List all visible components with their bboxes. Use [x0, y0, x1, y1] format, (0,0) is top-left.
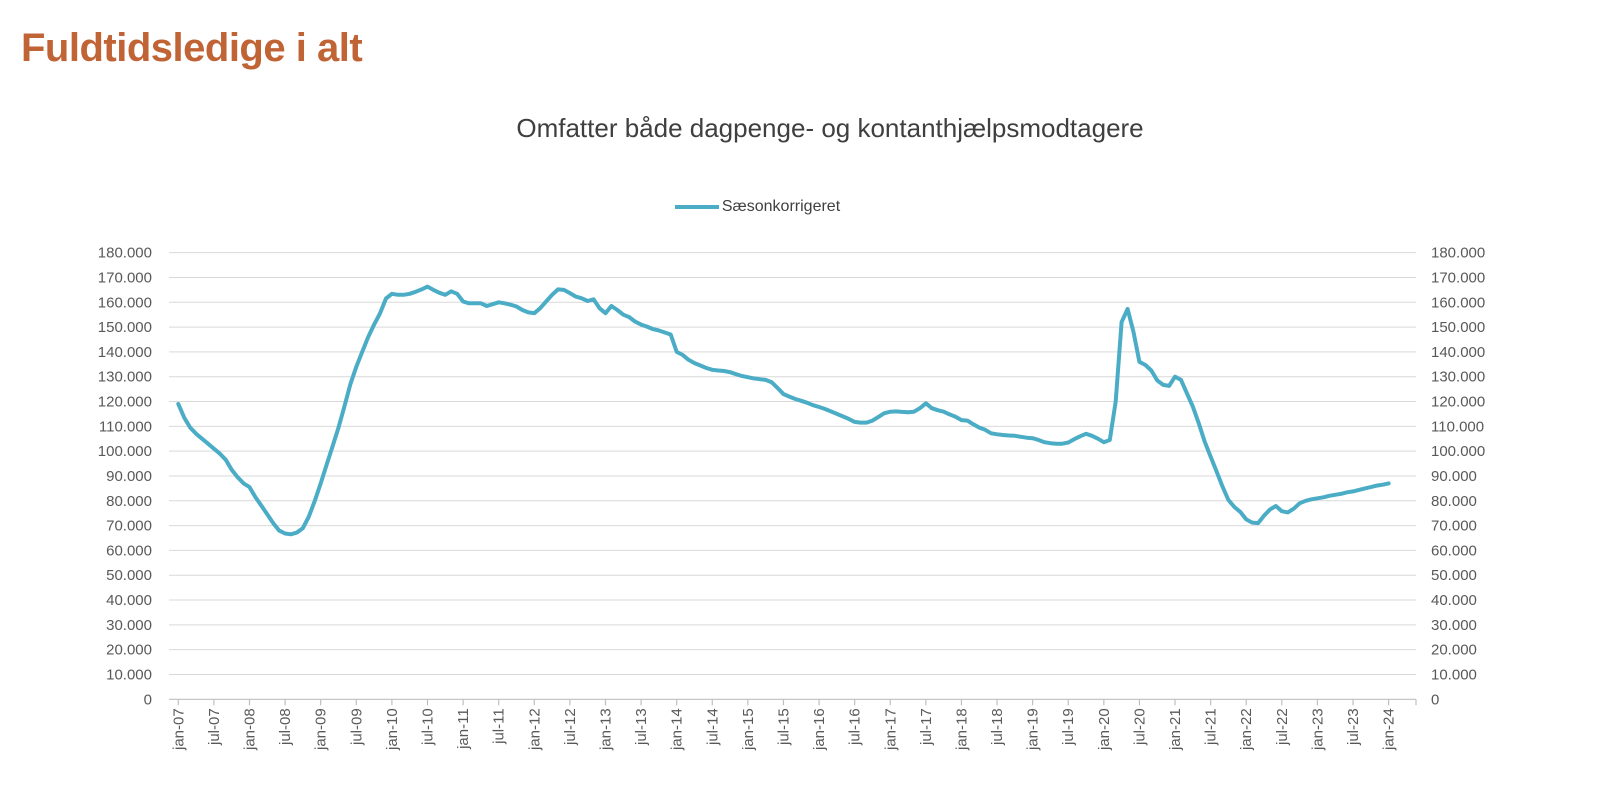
svg-text:jul-14: jul-14: [704, 708, 721, 746]
svg-text:jan-08: jan-08: [241, 708, 258, 751]
svg-text:jul-07: jul-07: [206, 708, 223, 746]
svg-text:jan-16: jan-16: [811, 708, 828, 751]
svg-text:120.000: 120.000: [98, 394, 152, 411]
svg-text:jan-19: jan-19: [1025, 708, 1042, 751]
svg-text:60.000: 60.000: [106, 542, 152, 559]
svg-text:80.000: 80.000: [106, 493, 152, 510]
svg-text:50.000: 50.000: [106, 567, 152, 584]
svg-text:140.000: 140.000: [98, 344, 152, 361]
svg-text:jul-08: jul-08: [277, 708, 294, 746]
chart-title: Omfatter både dagpenge- og kontanthjælps…: [516, 113, 1144, 143]
svg-text:150.000: 150.000: [98, 319, 152, 336]
svg-text:jan-21: jan-21: [1167, 708, 1184, 751]
svg-text:10.000: 10.000: [1431, 666, 1477, 683]
svg-text:140.000: 140.000: [1431, 344, 1485, 361]
svg-text:110.000: 110.000: [1431, 418, 1484, 435]
svg-text:jan-13: jan-13: [597, 708, 614, 751]
svg-text:jan-18: jan-18: [953, 708, 970, 751]
svg-text:jul-17: jul-17: [918, 708, 935, 746]
svg-text:0: 0: [1431, 691, 1439, 708]
svg-text:jul-12: jul-12: [562, 708, 579, 746]
svg-text:jan-14: jan-14: [669, 708, 686, 751]
legend-label: Sæsonkorrigeret: [721, 198, 841, 215]
svg-text:jul-23: jul-23: [1345, 708, 1362, 746]
svg-text:jul-18: jul-18: [989, 708, 1006, 746]
svg-text:jan-12: jan-12: [526, 708, 543, 751]
svg-text:jul-20: jul-20: [1131, 708, 1148, 746]
svg-text:100.000: 100.000: [98, 443, 152, 460]
svg-text:30.000: 30.000: [1431, 617, 1477, 634]
legend-line-marker: [674, 205, 719, 209]
svg-text:jul-15: jul-15: [775, 708, 792, 746]
svg-text:130.000: 130.000: [98, 369, 152, 386]
svg-text:jul-16: jul-16: [847, 708, 864, 746]
svg-text:jul-11: jul-11: [491, 708, 508, 745]
svg-text:40.000: 40.000: [1431, 592, 1477, 609]
svg-text:jul-21: jul-21: [1203, 708, 1220, 746]
svg-text:jan-15: jan-15: [740, 708, 757, 751]
svg-text:170.000: 170.000: [1431, 269, 1485, 286]
svg-text:90.000: 90.000: [106, 468, 152, 485]
svg-text:jan-11: jan-11: [455, 708, 472, 750]
svg-text:jul-10: jul-10: [419, 708, 436, 746]
svg-text:40.000: 40.000: [106, 592, 152, 609]
svg-text:0: 0: [144, 691, 152, 708]
svg-text:80.000: 80.000: [1431, 493, 1477, 510]
page-title: Fuldtidsledige i alt: [21, 26, 363, 70]
svg-text:jul-13: jul-13: [633, 708, 650, 746]
svg-text:jul-09: jul-09: [348, 708, 365, 746]
svg-text:jan-07: jan-07: [170, 708, 187, 751]
svg-text:130.000: 130.000: [1431, 369, 1485, 386]
svg-text:70.000: 70.000: [1431, 518, 1477, 535]
svg-text:jan-09: jan-09: [313, 708, 330, 751]
svg-text:jan-24: jan-24: [1381, 708, 1398, 751]
svg-text:jan-20: jan-20: [1096, 708, 1113, 751]
svg-text:jan-22: jan-22: [1238, 708, 1255, 751]
svg-text:180.000: 180.000: [1431, 245, 1485, 262]
svg-text:jan-17: jan-17: [882, 708, 899, 751]
chart-legend: Sæsonkorrigeret: [170, 198, 1345, 216]
svg-text:30.000: 30.000: [106, 617, 152, 634]
svg-text:jul-22: jul-22: [1274, 708, 1291, 746]
svg-text:160.000: 160.000: [98, 294, 152, 311]
svg-text:120.000: 120.000: [1431, 394, 1485, 411]
svg-text:70.000: 70.000: [106, 518, 152, 535]
svg-text:jan-23: jan-23: [1309, 708, 1326, 751]
svg-text:60.000: 60.000: [1431, 542, 1477, 559]
svg-text:90.000: 90.000: [1431, 468, 1477, 485]
svg-text:170.000: 170.000: [98, 269, 152, 286]
svg-text:100.000: 100.000: [1431, 443, 1485, 460]
svg-text:160.000: 160.000: [1431, 294, 1485, 311]
svg-text:10.000: 10.000: [106, 666, 152, 683]
svg-text:180.000: 180.000: [98, 245, 152, 262]
svg-text:150.000: 150.000: [1431, 319, 1485, 336]
svg-text:jul-19: jul-19: [1060, 708, 1077, 746]
svg-text:jan-10: jan-10: [384, 708, 401, 751]
svg-text:20.000: 20.000: [1431, 642, 1477, 659]
svg-text:110.000: 110.000: [99, 418, 152, 435]
svg-text:20.000: 20.000: [106, 642, 152, 659]
svg-text:50.000: 50.000: [1431, 567, 1477, 584]
